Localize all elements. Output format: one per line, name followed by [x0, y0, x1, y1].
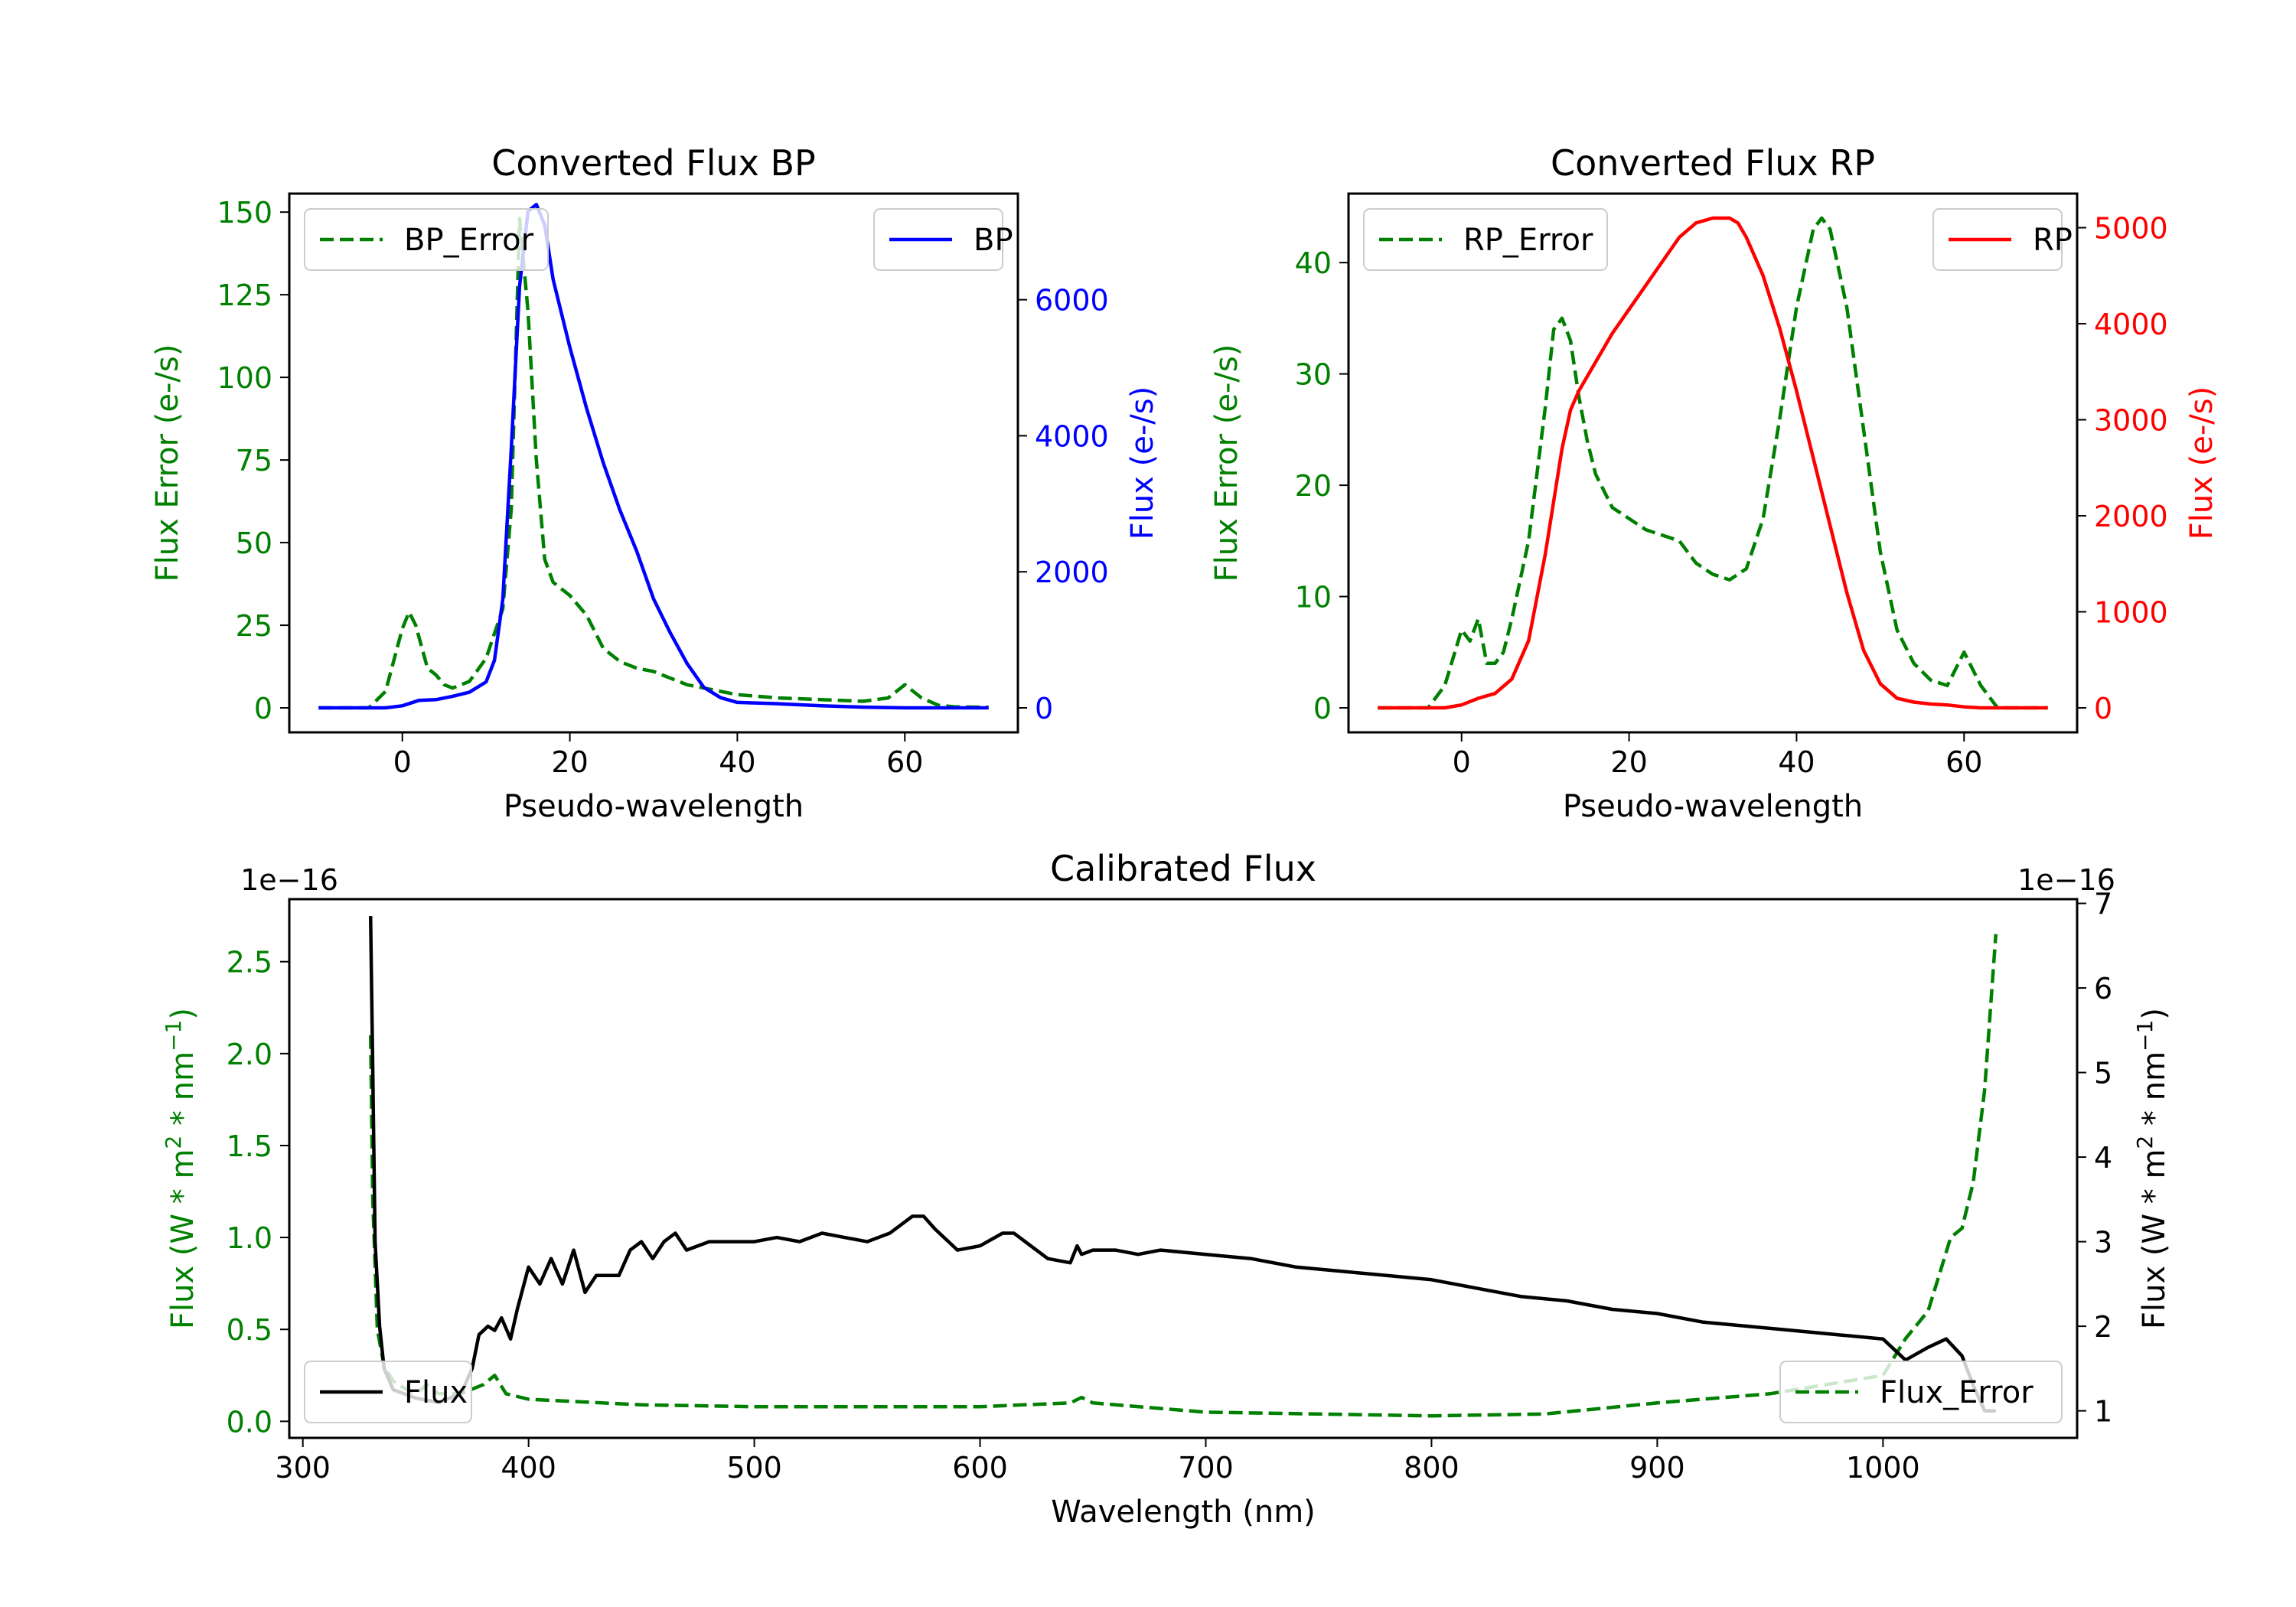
y-left-tick-label: 0: [254, 692, 272, 725]
y-right-tick-label: 1: [2094, 1395, 2112, 1429]
legend-flux-error: Flux_Error: [1779, 1361, 2063, 1423]
y-right-tick-label: 5: [2094, 1057, 2112, 1090]
x-tick-label: 400: [501, 1451, 556, 1485]
series-line-rp: [1378, 216, 2048, 710]
chart-title: Calibrated Flux: [1050, 848, 1316, 889]
y-right-tick-label: 3000: [2094, 404, 2168, 438]
legend-rp-error: RP_Error: [1363, 208, 1608, 271]
x-tick-label: 800: [1404, 1451, 1459, 1485]
y-left-tick-label: 1.0: [227, 1221, 272, 1255]
y-right-tick-label: 0: [2094, 692, 2112, 725]
y-right-tick-label: 0: [1035, 692, 1053, 725]
series-line-rp-error: [1378, 216, 2048, 710]
y-left-tick-label: 0: [1313, 692, 1332, 725]
chart-rp: 0 20 40 60 0 10 20 30 40 0 1000 2000 3000 4000 5000 Con…: [1209, 142, 2219, 824]
x-tick-label: 600: [952, 1451, 1008, 1485]
legend-rp: RP: [1932, 208, 2073, 271]
y-left-tick-label: 150: [217, 196, 272, 230]
x-tick-label: 700: [1178, 1451, 1234, 1485]
y-right-tick-label: 6: [2094, 972, 2112, 1006]
y-right-tick-label: 3: [2094, 1226, 2112, 1260]
x-axis-label: Pseudo-wavelength: [504, 789, 804, 824]
y-right-tick-label: 2000: [1035, 556, 1109, 589]
legend-box: [1363, 208, 1608, 271]
y-left-axis-label: Flux Error (e-/s): [150, 344, 185, 582]
x-axis-label: Pseudo-wavelength: [1563, 789, 1863, 824]
y-right-offset-label: 1e−16: [2017, 863, 2115, 897]
y-left-tick-label: 0.0: [227, 1405, 272, 1439]
y-right-tick-label: 1000: [2094, 596, 2168, 630]
x-tick-label: 1000: [1846, 1451, 1920, 1485]
legend-label: BP_Error: [404, 223, 534, 258]
series-line-bp-error: [318, 217, 989, 710]
x-tick-label: 40: [719, 745, 755, 779]
legend-bp: BP: [873, 208, 1013, 271]
chart-title: Converted Flux RP: [1551, 142, 1875, 184]
y-right-tick-label: 2: [2094, 1310, 2112, 1344]
y-right-axis-label: Flux (e-/s): [1125, 386, 1160, 539]
legend-label: Flux: [404, 1375, 468, 1410]
y-right-tick-label: 2000: [2094, 500, 2168, 533]
legend-box: [1779, 1361, 2063, 1423]
plot-frame: [288, 192, 1019, 734]
y-left-tick-label: 2.5: [227, 946, 272, 980]
legend-box: [304, 1361, 472, 1423]
y-left-axis-label: Flux (W * m2 * nm−1): [161, 1008, 201, 1329]
legend-label: Flux_Error: [1880, 1375, 2033, 1410]
series-line-flux-error: [368, 934, 1998, 1418]
y-right-tick-label: 4: [2094, 1141, 2112, 1175]
y-left-tick-label: 25: [236, 609, 272, 643]
y-left-tick-label: 100: [217, 361, 272, 395]
x-tick-label: 20: [551, 745, 588, 779]
legend-label: RP: [2033, 223, 2073, 258]
x-tick-label: 900: [1629, 1451, 1685, 1485]
chart-title: Converted Flux BP: [491, 142, 816, 184]
legend-flux: Flux: [304, 1361, 472, 1423]
x-tick-label: 40: [1778, 745, 1815, 779]
y-left-tick-label: 1.5: [227, 1129, 272, 1163]
y-right-tick-label: 5000: [2094, 212, 2168, 246]
plot-frame: [1347, 192, 2079, 734]
y-right-axis-label: Flux (e-/s): [2184, 386, 2219, 539]
y-left-tick-label: 50: [236, 526, 272, 560]
legend-label: RP_Error: [1463, 223, 1593, 258]
y-left-tick-label: 30: [1295, 358, 1332, 392]
series-line-bp: [318, 202, 989, 710]
plot-frame: [288, 898, 2079, 1439]
legend-label: BP: [974, 223, 1013, 258]
y-right-tick-label: 6000: [1035, 284, 1109, 318]
x-tick-label: 500: [726, 1451, 782, 1485]
series-line-flux: [368, 916, 1996, 1413]
y-right-axis-label: Flux (W * m2 * nm−1): [2132, 1008, 2173, 1329]
x-tick-label: 300: [275, 1451, 331, 1485]
y-left-axis-label: Flux Error (e-/s): [1209, 344, 1244, 582]
y-right-tick-label: 7: [2094, 888, 2112, 921]
y-left-tick-label: 125: [217, 279, 272, 312]
y-left-tick-label: 75: [236, 444, 272, 478]
y-left-offset-label: 1e−16: [240, 863, 338, 897]
x-tick-label: 60: [1945, 745, 1982, 779]
y-left-tick-label: 20: [1295, 469, 1332, 503]
y-right-tick-label: 4000: [1035, 419, 1109, 453]
chart-calibrated: 300 400 500 600 700 800 900 1000 0.0 0.5 1.0 1.5 2.0…: [161, 848, 2173, 1530]
chart-bp: 0 20 40 60 0 25 50 75 100 125 150 0 2000 4000 6000 Conv…: [150, 142, 1160, 824]
x-axis-label: Wavelength (nm): [1051, 1495, 1316, 1530]
legend-bp-error: BP_Error: [304, 208, 549, 271]
y-left-tick-label: 40: [1295, 246, 1332, 280]
legend-box: [304, 208, 549, 271]
x-tick-label: 20: [1610, 745, 1647, 779]
y-left-tick-label: 10: [1295, 581, 1332, 614]
y-right-tick-label: 4000: [2094, 308, 2168, 341]
x-tick-label: 60: [886, 745, 923, 779]
x-tick-label: 0: [1453, 745, 1471, 779]
y-left-tick-label: 2.0: [227, 1038, 272, 1071]
y-left-tick-label: 0.5: [227, 1313, 272, 1347]
x-tick-label: 0: [393, 745, 412, 779]
